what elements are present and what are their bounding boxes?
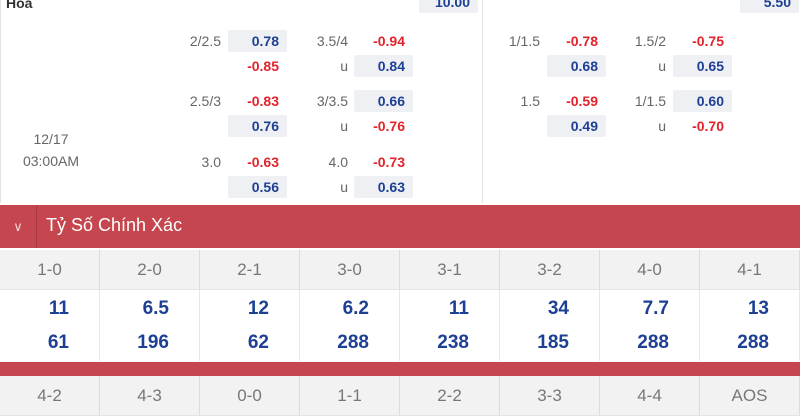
- odds-top[interactable]: 34: [547, 298, 569, 319]
- odds-value[interactable]: -0.59: [566, 93, 598, 109]
- odds-bottom[interactable]: 288: [637, 332, 669, 353]
- odds-value[interactable]: 0.76: [228, 115, 287, 137]
- odds-value[interactable]: 0.65: [673, 55, 732, 77]
- odds-value[interactable]: 0.60: [673, 90, 732, 112]
- odds-value[interactable]: -0.78: [566, 33, 598, 49]
- odds-value[interactable]: 0.63: [354, 176, 413, 198]
- under-label: u: [340, 179, 348, 195]
- match-time: 12/17 03:00AM: [11, 128, 91, 172]
- odds-bottom[interactable]: 288: [337, 332, 369, 353]
- line-label: 1.5/2: [634, 33, 666, 49]
- score-odds-cell[interactable]: 12 62: [200, 290, 300, 361]
- odds-value[interactable]: 0.68: [547, 55, 606, 77]
- line-label: 3.0: [201, 154, 221, 170]
- odds-top[interactable]: 12: [247, 298, 269, 319]
- score-label: 4-0: [600, 250, 700, 289]
- line-label: 1/1.5: [508, 33, 540, 49]
- score-odds-row: 11 61 6.5 196 12 62 6.2 288 11 238 34 185 7.7 288 13 28…: [0, 290, 800, 361]
- line-label: 1/1.5: [634, 93, 666, 109]
- section-title: Tỷ Số Chính Xác: [46, 215, 183, 235]
- score-label: 0-0: [200, 376, 300, 415]
- under-label: u: [340, 118, 348, 134]
- odds-top[interactable]: 11: [448, 298, 469, 319]
- score-odds-cell[interactable]: 13 288: [700, 290, 800, 361]
- score-label: 2-2: [400, 376, 500, 415]
- odds-bottom[interactable]: 61: [47, 332, 69, 353]
- odds-bottom[interactable]: 185: [537, 332, 569, 353]
- score-odds-cell[interactable]: 6.5 196: [100, 290, 200, 361]
- score-label: 4-4: [600, 376, 700, 415]
- under-label: u: [658, 118, 666, 134]
- score-header-row: 1-0 2-0 2-1 3-0 3-1 3-2 4-0 4-1: [0, 250, 800, 290]
- odds-top[interactable]: 7.7: [642, 298, 669, 319]
- score-odds-cell[interactable]: 6.2 288: [300, 290, 400, 361]
- odds-value[interactable]: 0.56: [228, 176, 287, 198]
- match-date: 12/17: [33, 131, 69, 147]
- over-under-panel: Hòa 10.00 12/17 03:00AM 2/2.5 0.78 -0.85 3.5…: [0, 0, 483, 203]
- score-odds-cell[interactable]: 11 61: [0, 290, 100, 361]
- score-label: 1-0: [0, 250, 100, 289]
- score-label: 4-2: [0, 376, 100, 415]
- line-label: 3/3.5: [316, 93, 348, 109]
- odds-top[interactable]: 13: [747, 298, 769, 319]
- odds-value[interactable]: 0.78: [228, 30, 287, 52]
- under-label: u: [340, 58, 348, 74]
- odds-value[interactable]: 0.49: [547, 115, 606, 137]
- draw-odds-left[interactable]: 10.00: [419, 0, 478, 13]
- under-label: u: [658, 58, 666, 74]
- odds-value[interactable]: -0.73: [373, 154, 405, 170]
- odds-value[interactable]: -0.75: [692, 33, 724, 49]
- odds-bottom[interactable]: 196: [137, 332, 169, 353]
- score-odds-cell[interactable]: 11 238: [400, 290, 500, 361]
- score-header-row-2: 4-2 4-3 0-0 1-1 2-2 3-3 4-4 AOS: [0, 376, 800, 416]
- line-label: 2/2.5: [189, 33, 221, 49]
- odds-bottom[interactable]: 288: [737, 332, 769, 353]
- odds-value[interactable]: -0.85: [247, 58, 279, 74]
- score-odds-cell[interactable]: 7.7 288: [600, 290, 700, 361]
- line-label: 3.5/4: [316, 33, 348, 49]
- score-label: 4-1: [700, 250, 800, 289]
- draw-label: Hòa: [6, 0, 33, 11]
- chevron-down-icon[interactable]: ∨: [0, 205, 37, 248]
- match-clock: 03:00AM: [22, 153, 80, 169]
- odds-value[interactable]: -0.76: [373, 118, 405, 134]
- score-label: 3-2: [500, 250, 600, 289]
- handicap-panel: 5.50 1/1.5 -0.78 0.68 1.5/2 u -0.75 0.65 1.5 -0.…: [483, 0, 800, 203]
- odds-top[interactable]: 6.5: [142, 298, 169, 319]
- line-label: 1.5: [520, 93, 540, 109]
- line-label: 4.0: [328, 154, 348, 170]
- section-divider: [0, 362, 800, 376]
- score-label: 3-1: [400, 250, 500, 289]
- odds-bottom[interactable]: 62: [247, 332, 269, 353]
- odds-value[interactable]: -0.94: [373, 33, 405, 49]
- odds-top[interactable]: 11: [48, 298, 69, 319]
- draw-odds-right[interactable]: 5.50: [740, 0, 799, 13]
- odds-value[interactable]: 0.84: [354, 55, 413, 77]
- score-label: AOS: [700, 376, 800, 415]
- odds-value[interactable]: 0.66: [354, 90, 413, 112]
- odds-top[interactable]: 6.2: [342, 298, 369, 319]
- odds-value[interactable]: -0.63: [247, 154, 279, 170]
- score-odds-cell[interactable]: 34 185: [500, 290, 600, 361]
- score-label: 2-0: [100, 250, 200, 289]
- score-label: 4-3: [100, 376, 200, 415]
- score-label: 1-1: [300, 376, 400, 415]
- score-label: 3-0: [300, 250, 400, 289]
- odds-value[interactable]: -0.70: [692, 118, 724, 134]
- odds-bottom[interactable]: 238: [437, 332, 469, 353]
- correct-score-header[interactable]: ∨ Tỷ Số Chính Xác: [0, 205, 800, 248]
- line-label: 2.5/3: [189, 93, 221, 109]
- score-label: 3-3: [500, 376, 600, 415]
- odds-value[interactable]: -0.83: [247, 93, 279, 109]
- score-label: 2-1: [200, 250, 300, 289]
